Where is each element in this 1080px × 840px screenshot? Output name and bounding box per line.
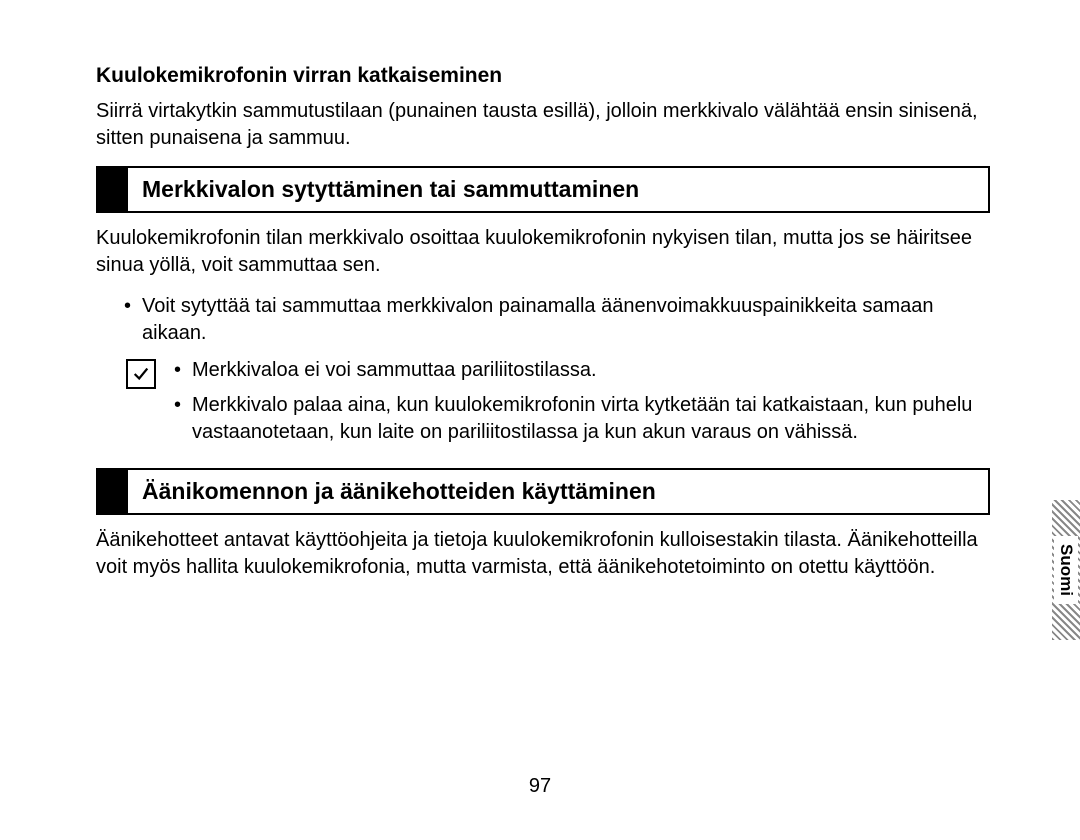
side-tab-text: Suomi	[1056, 544, 1076, 596]
checkmark-icon	[126, 359, 156, 389]
paragraph-2: Äänikehotteet antavat käyttöohjeita ja t…	[96, 527, 990, 581]
heading-box-2: Äänikomennon ja äänikehotteiden käyttämi…	[96, 468, 990, 515]
note-block: Merkkivaloa ei voi sammuttaa pariliitost…	[126, 357, 990, 454]
document-page: Kuulokemikrofonin virran katkaiseminen S…	[0, 0, 1080, 625]
note-list: Merkkivaloa ei voi sammuttaa pariliitost…	[174, 357, 990, 454]
bullet-list-1: Voit sytyttää tai sammuttaa merkkivalon …	[96, 293, 990, 347]
side-tab-inner: Suomi	[1054, 536, 1078, 604]
checkmark-svg	[132, 365, 150, 383]
heading-box-1: Merkkivalon sytyttäminen tai sammuttamin…	[96, 166, 990, 213]
language-side-tab: Suomi	[1052, 500, 1080, 640]
heading-text-1: Merkkivalon sytyttäminen tai sammuttamin…	[128, 168, 653, 211]
note-item: Merkkivalo palaa aina, kun kuulokemikrof…	[174, 392, 990, 446]
bullet-item: Voit sytyttää tai sammuttaa merkkivalon …	[124, 293, 990, 347]
note-item: Merkkivaloa ei voi sammuttaa pariliitost…	[174, 357, 990, 384]
section-body: Siirrä virtakytkin sammutustilaan (punai…	[96, 98, 990, 152]
section-title: Kuulokemikrofonin virran katkaiseminen	[96, 64, 990, 88]
heading-text-2: Äänikomennon ja äänikehotteiden käyttämi…	[128, 470, 670, 513]
paragraph-1: Kuulokemikrofonin tilan merkkivalo osoit…	[96, 225, 990, 279]
page-number: 97	[0, 775, 1080, 798]
heading-tab	[98, 470, 128, 513]
heading-tab	[98, 168, 128, 211]
